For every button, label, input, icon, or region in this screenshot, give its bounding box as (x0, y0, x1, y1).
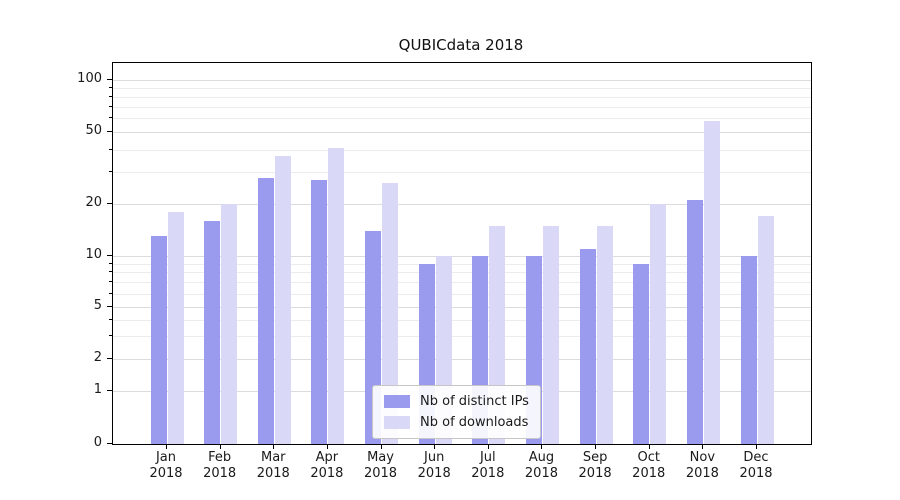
y-minor-tick-mark (109, 262, 112, 264)
bar-nb-of-distinct-ips-oct (633, 263, 650, 444)
x-tick-mark (434, 444, 436, 449)
x-tick-mark (273, 444, 275, 449)
bar-nb-of-distinct-ips-mar (257, 177, 274, 444)
bar-nb-of-distinct-ips-apr (311, 180, 328, 444)
x-tick-mark (326, 444, 328, 449)
bar-nb-of-downloads-aug (542, 225, 559, 444)
legend: Nb of distinct IPs Nb of downloads (372, 385, 541, 439)
bar-nb-of-distinct-ips-dec (740, 256, 757, 444)
y-tick-mark (107, 306, 112, 307)
y-tick-mark (107, 131, 112, 132)
y-tick-mark (107, 390, 112, 391)
bar-nb-of-distinct-ips-feb (204, 220, 221, 444)
gridline-major (113, 132, 811, 133)
gridline-major (113, 80, 811, 81)
y-tick-label: 5 (93, 298, 102, 313)
y-tick-label: 20 (85, 195, 102, 210)
x-tick-label: Aug 2018 (524, 450, 558, 481)
y-tick-label: 0 (93, 435, 102, 450)
gridline-minor (113, 293, 811, 295)
x-tick-mark (487, 444, 489, 449)
y-minor-tick-mark (109, 271, 112, 273)
y-tick-mark (107, 79, 112, 80)
gridline-minor (113, 96, 811, 98)
gridline-minor (113, 87, 811, 89)
bar-nb-of-downloads-feb (221, 204, 238, 444)
legend-swatch (384, 395, 410, 408)
x-tick-mark (541, 444, 543, 449)
chart-title: QUBICdata 2018 (398, 36, 524, 54)
y-tick-label: 2 (93, 350, 102, 365)
bar-nb-of-distinct-ips-nov (686, 200, 703, 444)
y-tick-label: 50 (85, 123, 102, 138)
gridline-minor (113, 335, 811, 337)
x-tick-label: Sep 2018 (578, 450, 612, 481)
legend-item: Nb of downloads (384, 415, 529, 430)
y-tick-mark (107, 255, 112, 256)
legend-label: Nb of downloads (420, 415, 529, 430)
bar-nb-of-downloads-nov (703, 120, 720, 444)
legend-swatch (384, 416, 410, 429)
bar-nb-of-downloads-mar (274, 155, 291, 444)
x-tick-label: Apr 2018 (310, 450, 344, 481)
bar-nb-of-downloads-may (382, 183, 399, 444)
x-tick-label: Jul 2018 (471, 450, 505, 481)
bar-nb-of-downloads-dec (757, 216, 774, 444)
y-minor-tick-mark (109, 292, 112, 294)
x-tick-label: Jun 2018 (417, 450, 451, 481)
x-tick-mark (219, 444, 221, 449)
bar-nb-of-downloads-oct (650, 204, 667, 444)
bar-nb-of-downloads-apr (328, 147, 345, 444)
x-tick-mark (380, 444, 382, 449)
x-tick-mark (648, 444, 650, 449)
x-tick-label: Nov 2018 (685, 450, 719, 481)
x-tick-mark (166, 444, 167, 449)
y-tick-label: 100 (77, 71, 102, 86)
gridline-major (113, 256, 811, 257)
legend-label: Nb of distinct IPs (420, 394, 529, 409)
y-tick-mark (107, 358, 112, 359)
y-tick-label: 1 (93, 382, 102, 397)
gridline-major (113, 204, 811, 205)
x-tick-label: Oct 2018 (632, 450, 666, 481)
gridline-major (113, 359, 811, 360)
y-minor-tick-mark (109, 171, 112, 173)
bar-nb-of-distinct-ips-sep (579, 248, 596, 444)
gridline-minor (113, 118, 811, 120)
gridline-minor (113, 106, 811, 108)
x-tick-label: Jan 2018 (149, 450, 183, 481)
gridline-minor (113, 263, 811, 265)
gridline-minor (113, 319, 811, 321)
y-minor-tick-mark (109, 105, 112, 107)
plot-area: Nb of distinct IPs Nb of downloads (112, 62, 812, 445)
y-minor-tick-mark (109, 148, 112, 150)
bar-nb-of-downloads-sep (596, 225, 613, 444)
x-tick-label: May 2018 (363, 450, 398, 481)
legend-item: Nb of distinct IPs (384, 394, 529, 409)
y-minor-tick-mark (109, 281, 112, 283)
bar-nb-of-downloads-jan (167, 211, 184, 444)
x-tick-label: Dec 2018 (739, 450, 773, 481)
y-tick-mark (107, 203, 112, 204)
gridline-minor (113, 272, 811, 274)
bar-nb-of-distinct-ips-jan (150, 236, 167, 444)
gridline-minor (113, 149, 811, 151)
x-tick-mark (756, 444, 757, 449)
gridline-minor (113, 282, 811, 284)
x-tick-label: Feb 2018 (203, 450, 237, 481)
y-tick-mark (107, 443, 112, 444)
y-minor-tick-mark (109, 95, 112, 97)
x-tick-mark (702, 444, 704, 449)
gridline-minor (113, 172, 811, 174)
y-tick-label: 10 (85, 247, 102, 262)
y-minor-tick-mark (109, 334, 112, 336)
gridline-major (113, 307, 811, 308)
x-tick-label: Mar 2018 (256, 450, 290, 481)
x-tick-mark (595, 444, 597, 449)
y-minor-tick-mark (109, 318, 112, 320)
y-minor-tick-mark (109, 86, 112, 88)
y-minor-tick-mark (109, 117, 112, 119)
